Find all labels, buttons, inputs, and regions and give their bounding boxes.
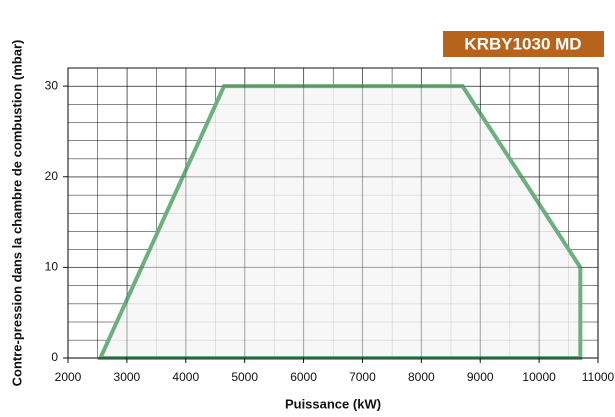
y-axis-title: Contre-pression dans la chambre de combu… [9, 40, 24, 387]
x-axis-title: Puissance (kW) [285, 396, 381, 411]
x-tick-label: 4000 [172, 370, 199, 384]
y-tick-label: 30 [45, 78, 59, 92]
badge: KRBY1030 MD [464, 34, 581, 53]
x-tick-label: 5000 [231, 370, 258, 384]
x-tick-label: 8000 [408, 370, 435, 384]
plot-frame [67, 67, 599, 359]
x-tick-label: 9000 [467, 370, 494, 384]
x-tick-label: 10000 [522, 370, 556, 384]
x-tick-label: 11000 [582, 370, 615, 384]
x-tick-label: 3000 [114, 370, 141, 384]
x-tick-label: 2000 [55, 370, 82, 384]
x-tick-label: 7000 [349, 370, 376, 384]
y-tick-label: 0 [51, 350, 58, 364]
x-tick-label: 6000 [290, 370, 317, 384]
y-tick-label: 20 [45, 169, 59, 183]
y-tick-label: 10 [45, 260, 59, 274]
badge-box [443, 31, 604, 57]
